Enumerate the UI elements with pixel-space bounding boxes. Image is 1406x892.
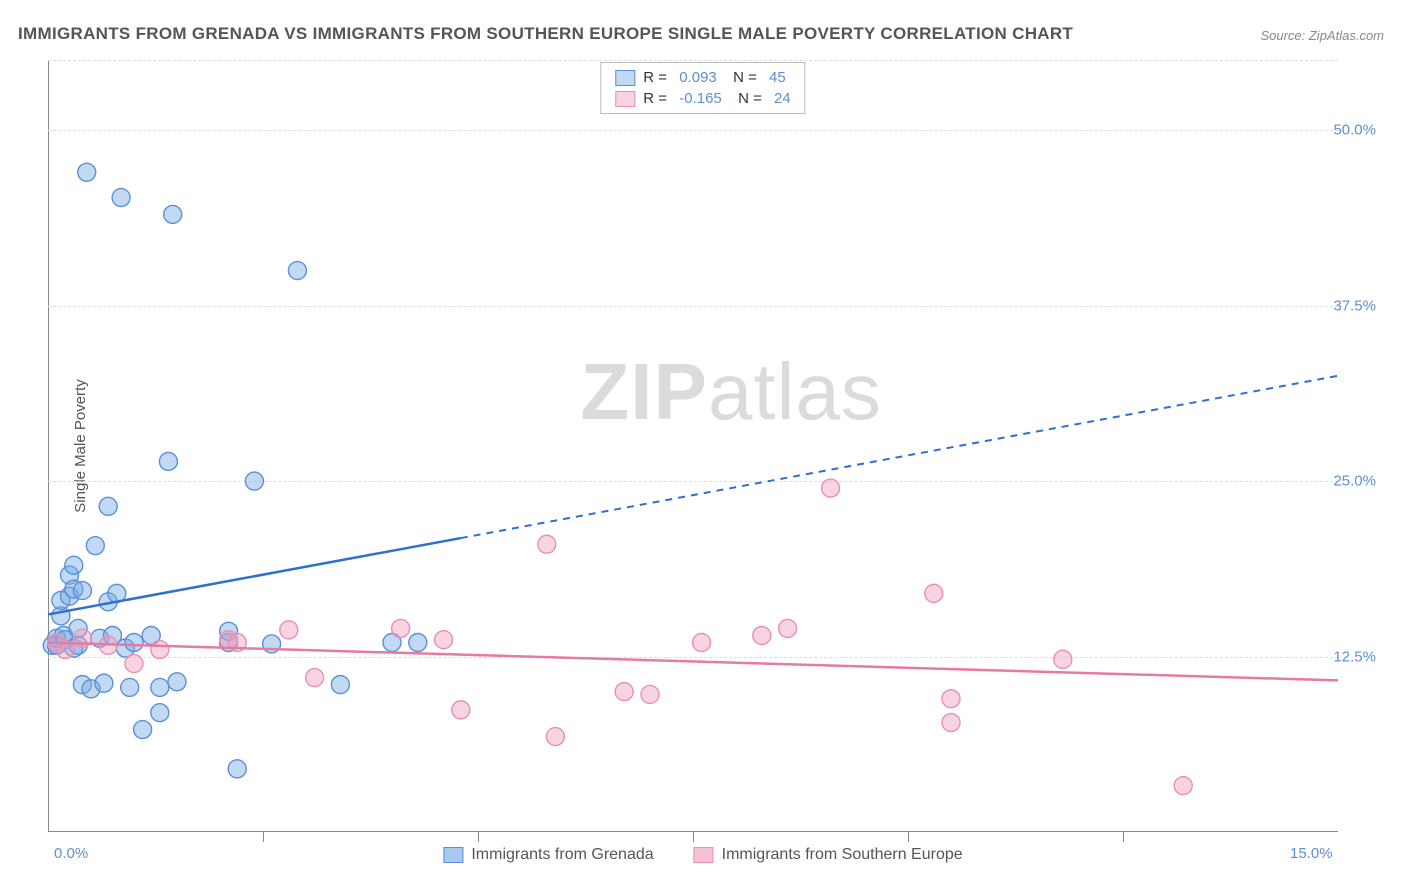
data-point (392, 619, 410, 637)
data-point (73, 582, 91, 600)
data-point (245, 472, 263, 490)
data-point (409, 634, 427, 652)
data-point (435, 631, 453, 649)
data-point (95, 674, 113, 692)
data-point (112, 189, 130, 207)
trend-line-solid (48, 538, 461, 614)
legend-label: Immigrants from Grenada (471, 846, 653, 864)
data-point (546, 728, 564, 746)
data-point (822, 479, 840, 497)
data-point (159, 452, 177, 470)
data-point (151, 641, 169, 659)
correlation-legend: R = 0.093 N = 45 R = -0.165 N = 24 (600, 62, 805, 114)
x-tick-label: 15.0% (1290, 845, 1333, 862)
x-tick-label: 0.0% (54, 845, 88, 862)
data-point (753, 626, 771, 644)
data-point (151, 678, 169, 696)
data-point (288, 262, 306, 280)
trend-line-dashed (461, 376, 1338, 538)
legend-r-value: -0.165 (679, 90, 722, 107)
data-point (121, 678, 139, 696)
data-point (228, 760, 246, 778)
source-credit: Source: ZipAtlas.com (1260, 28, 1384, 43)
y-tick-label: 50.0% (1333, 122, 1376, 139)
data-point (65, 556, 83, 574)
data-point (615, 683, 633, 701)
data-point (641, 685, 659, 703)
legend-r-label: R = (643, 69, 671, 86)
legend-n-value: 24 (774, 90, 791, 107)
legend-item-southern-europe: Immigrants from Southern Europe (694, 846, 963, 864)
data-point (779, 619, 797, 637)
data-point (693, 634, 711, 652)
swatch-icon (615, 91, 635, 107)
data-point (134, 721, 152, 739)
data-point (1174, 777, 1192, 795)
legend-n-value: 45 (769, 69, 786, 86)
data-point (164, 205, 182, 223)
data-point (151, 704, 169, 722)
legend-r-value: 0.093 (679, 69, 717, 86)
data-point (538, 535, 556, 553)
legend-row-southern-europe: R = -0.165 N = 24 (615, 88, 790, 109)
data-point (452, 701, 470, 719)
legend-r-label: R = (643, 90, 671, 107)
data-point (306, 669, 324, 687)
data-point (125, 634, 143, 652)
swatch-icon (615, 70, 635, 86)
y-tick-label: 12.5% (1333, 648, 1376, 665)
swatch-icon (443, 847, 463, 863)
data-point (942, 690, 960, 708)
series-legend: Immigrants from Grenada Immigrants from … (443, 846, 962, 864)
data-point (125, 655, 143, 673)
y-tick-label: 25.0% (1333, 473, 1376, 490)
data-point (99, 497, 117, 515)
y-tick-label: 37.5% (1333, 297, 1376, 314)
data-point (280, 621, 298, 639)
data-point (78, 163, 96, 181)
scatter-plot-svg (48, 60, 1338, 832)
swatch-icon (694, 847, 714, 863)
legend-item-grenada: Immigrants from Grenada (443, 846, 653, 864)
data-point (331, 676, 349, 694)
data-point (925, 584, 943, 602)
data-point (168, 673, 186, 691)
chart-title: IMMIGRANTS FROM GRENADA VS IMMIGRANTS FR… (18, 24, 1073, 44)
legend-row-grenada: R = 0.093 N = 45 (615, 67, 790, 88)
legend-label: Immigrants from Southern Europe (722, 846, 963, 864)
data-point (1054, 650, 1072, 668)
data-point (942, 714, 960, 732)
legend-n-label: N = (725, 69, 761, 86)
data-point (86, 537, 104, 555)
trend-line-solid (48, 643, 1338, 681)
legend-n-label: N = (730, 90, 766, 107)
